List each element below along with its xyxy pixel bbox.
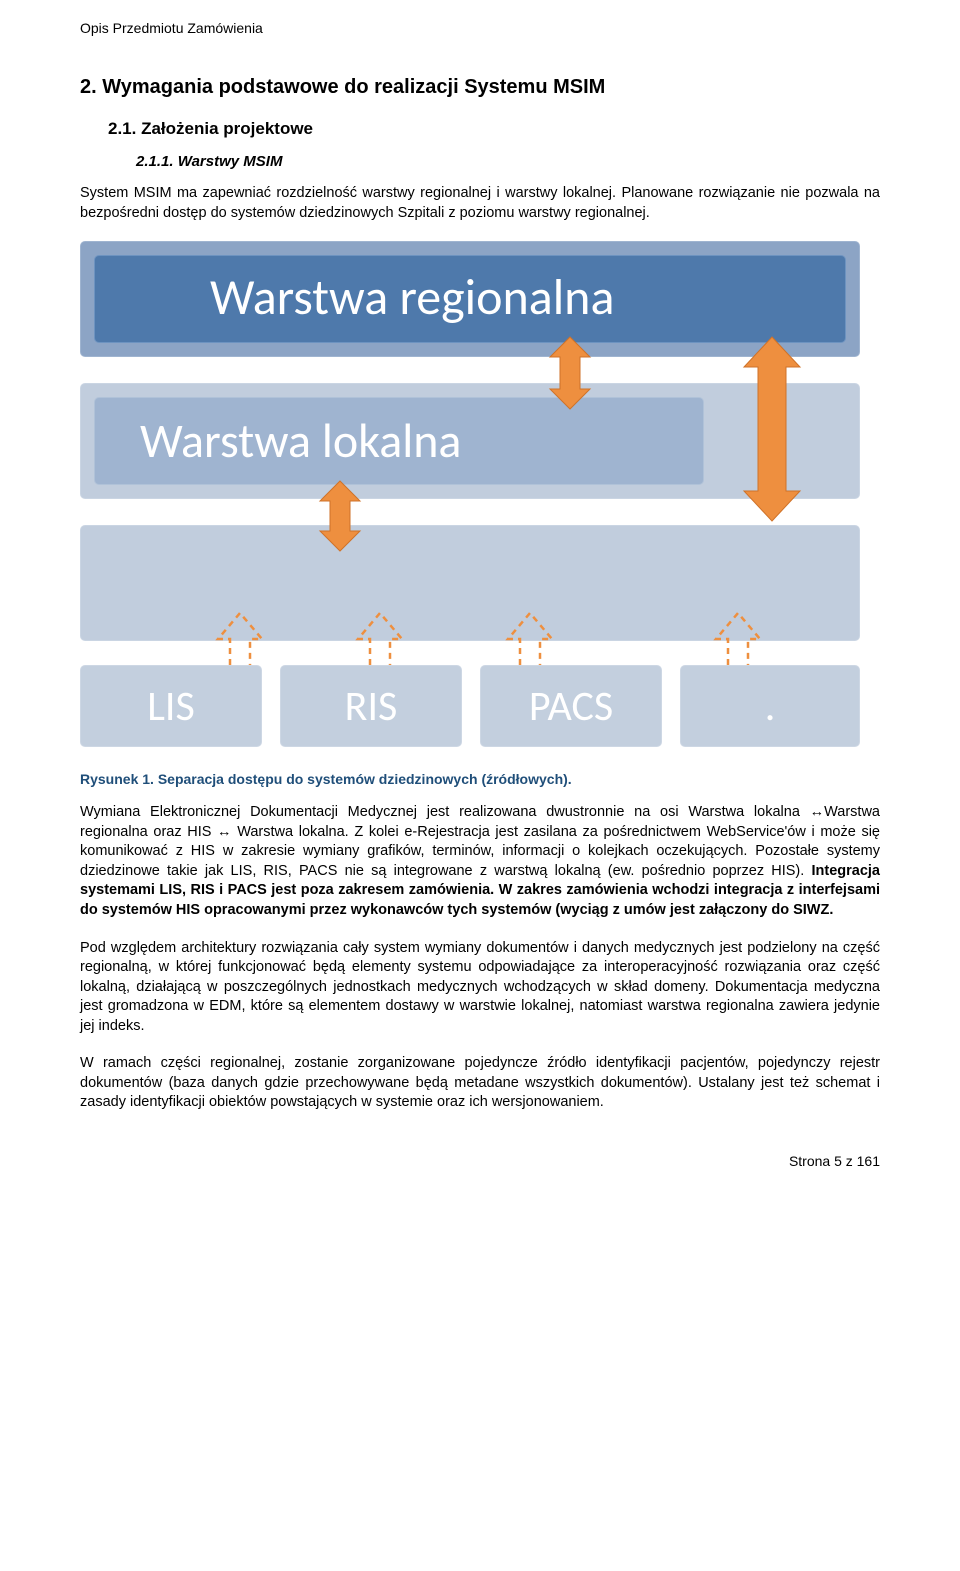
box-ris: RIS xyxy=(280,665,462,747)
page-footer: Strona 5 z 161 xyxy=(80,1153,880,1169)
paragraph-intro: System MSIM ma zapewniać rozdzielność wa… xyxy=(80,184,880,223)
layer-diagram: Warstwa regionalna Warstwa lokalna HIS L… xyxy=(80,241,860,761)
heading-3: 2.1. Założenia projektowe xyxy=(108,119,880,139)
figure-caption: Rysunek 1. Separacja dostępu do systemów… xyxy=(80,771,880,787)
box-dot-label: . xyxy=(765,681,776,732)
box-lis: LIS xyxy=(80,665,262,747)
layer-local-label: Warstwa lokalna xyxy=(140,411,461,470)
heading-4: 2.1.1. Warstwy MSIM xyxy=(136,153,880,170)
box-dot: . xyxy=(680,665,860,747)
paragraph-2a: Wymiana Elektronicznej Dokumentacji Medy… xyxy=(80,804,880,879)
box-lis-label: LIS xyxy=(147,681,195,732)
paragraph-3: Pod względem architektury rozwiązania ca… xyxy=(80,939,880,1037)
box-pacs-label: PACS xyxy=(529,681,613,732)
paragraph-2: Wymiana Elektronicznej Dokumentacji Medy… xyxy=(80,803,880,920)
page-header: Opis Przedmiotu Zamówienia xyxy=(80,20,880,36)
box-pacs: PACS xyxy=(480,665,662,747)
layer-regional-label: Warstwa regionalna xyxy=(210,267,614,328)
box-ris-label: RIS xyxy=(345,681,398,732)
paragraph-4: W ramach części regionalnej, zostanie zo… xyxy=(80,1054,880,1113)
his-strip-inner xyxy=(94,539,846,627)
heading-2: 2. Wymagania podstawowe do realizacji Sy… xyxy=(80,76,880,99)
